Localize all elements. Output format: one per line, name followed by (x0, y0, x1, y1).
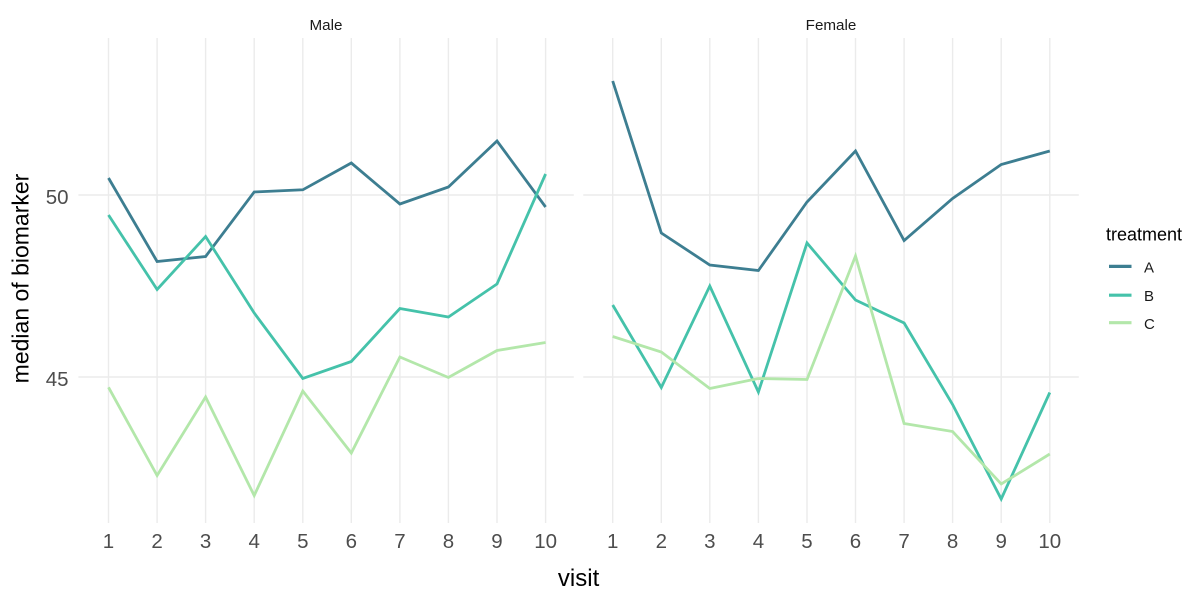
svg-text:1: 1 (103, 530, 114, 553)
svg-text:Female: Female (806, 17, 857, 34)
svg-text:B: B (1144, 288, 1154, 305)
svg-text:2: 2 (656, 530, 667, 553)
svg-text:8: 8 (947, 530, 958, 553)
svg-text:10: 10 (534, 530, 557, 553)
svg-text:45: 45 (46, 368, 69, 391)
svg-text:6: 6 (346, 530, 357, 553)
svg-text:2: 2 (151, 530, 162, 553)
svg-text:median of biomarker: median of biomarker (8, 173, 34, 383)
svg-text:1: 1 (607, 530, 618, 553)
svg-text:C: C (1144, 316, 1155, 333)
svg-text:7: 7 (394, 530, 405, 553)
svg-text:6: 6 (850, 530, 861, 553)
svg-text:50: 50 (46, 186, 69, 209)
svg-text:3: 3 (200, 530, 211, 553)
svg-text:visit: visit (558, 565, 600, 592)
svg-text:7: 7 (898, 530, 909, 553)
svg-text:Male: Male (310, 17, 343, 34)
svg-text:9: 9 (491, 530, 502, 553)
svg-text:A: A (1144, 259, 1154, 276)
svg-text:8: 8 (443, 530, 454, 553)
svg-text:3: 3 (704, 530, 715, 553)
svg-text:10: 10 (1038, 530, 1061, 553)
svg-text:4: 4 (753, 530, 764, 553)
svg-text:5: 5 (297, 530, 308, 553)
svg-text:5: 5 (801, 530, 812, 553)
svg-text:9: 9 (995, 530, 1006, 553)
svg-text:treatment: treatment (1106, 225, 1182, 245)
svg-text:4: 4 (248, 530, 259, 553)
